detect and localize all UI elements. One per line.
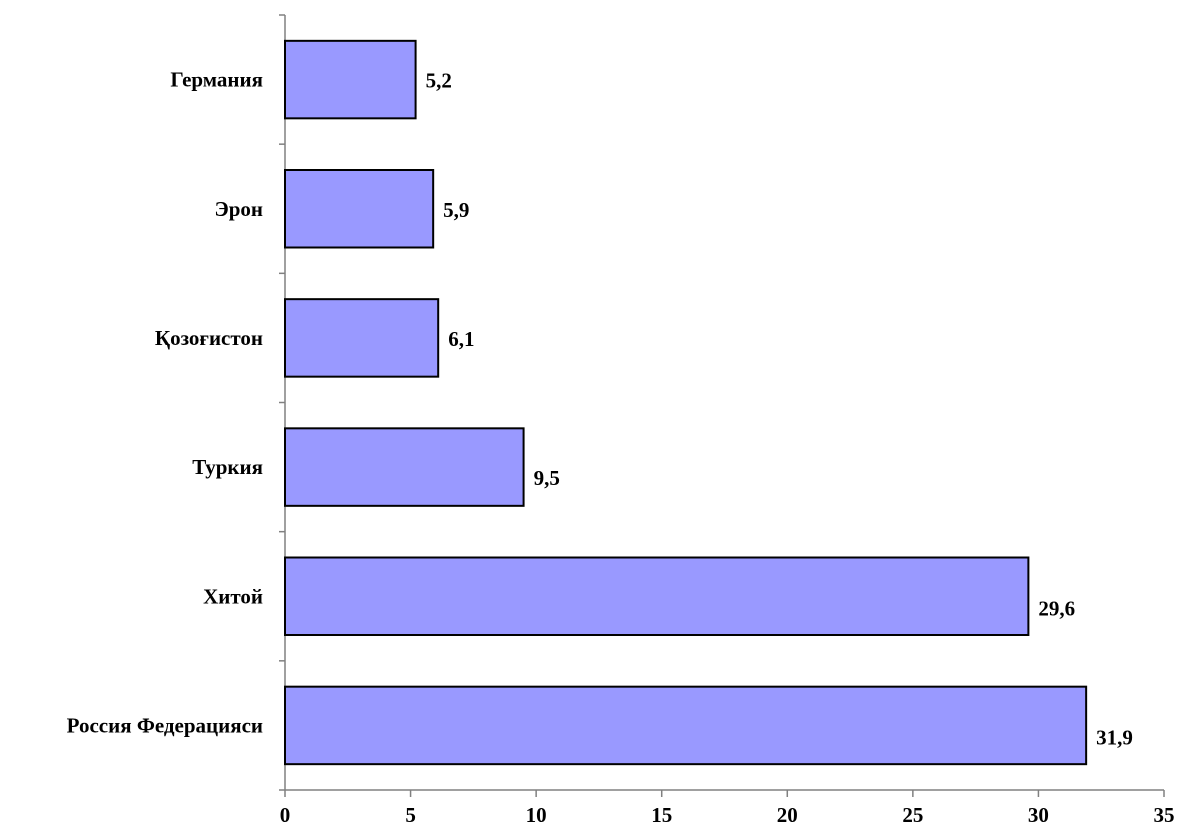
x-tick-label: 20: [777, 803, 798, 827]
category-label: Хитой: [203, 584, 263, 608]
bar: [284, 298, 440, 378]
axes: [279, 14, 1165, 797]
bar: [284, 169, 435, 249]
category-label: Туркия: [192, 455, 263, 479]
x-tick-label: 15: [651, 803, 672, 827]
labels: 0 5 10 15 20 25 30 35 Россия Федерацияси 31,9 Хито…: [67, 68, 1175, 827]
category-label: Қозоғистон: [155, 326, 263, 350]
value-label: 5,9: [443, 198, 469, 222]
bar: [284, 556, 1030, 636]
category-label: Германия: [170, 68, 263, 92]
bar: [284, 427, 525, 507]
x-tick-label: 10: [526, 803, 547, 827]
category-label: Эрон: [214, 197, 263, 221]
value-label: 29,6: [1038, 596, 1075, 620]
bar: [284, 685, 1088, 766]
bars: [284, 39, 1088, 766]
x-tick-label: 30: [1028, 803, 1049, 827]
value-label: 6,1: [448, 327, 474, 351]
value-label: 5,2: [426, 69, 452, 93]
x-tick-label: 5: [405, 803, 416, 827]
x-tick-label: 25: [902, 803, 923, 827]
x-tick-label: 0: [280, 803, 291, 827]
x-tick-label: 35: [1154, 803, 1175, 827]
value-label: 9,5: [534, 466, 560, 490]
value-label: 31,9: [1096, 725, 1133, 749]
bar: [284, 39, 417, 120]
category-label: Россия Федерацияси: [67, 713, 263, 737]
